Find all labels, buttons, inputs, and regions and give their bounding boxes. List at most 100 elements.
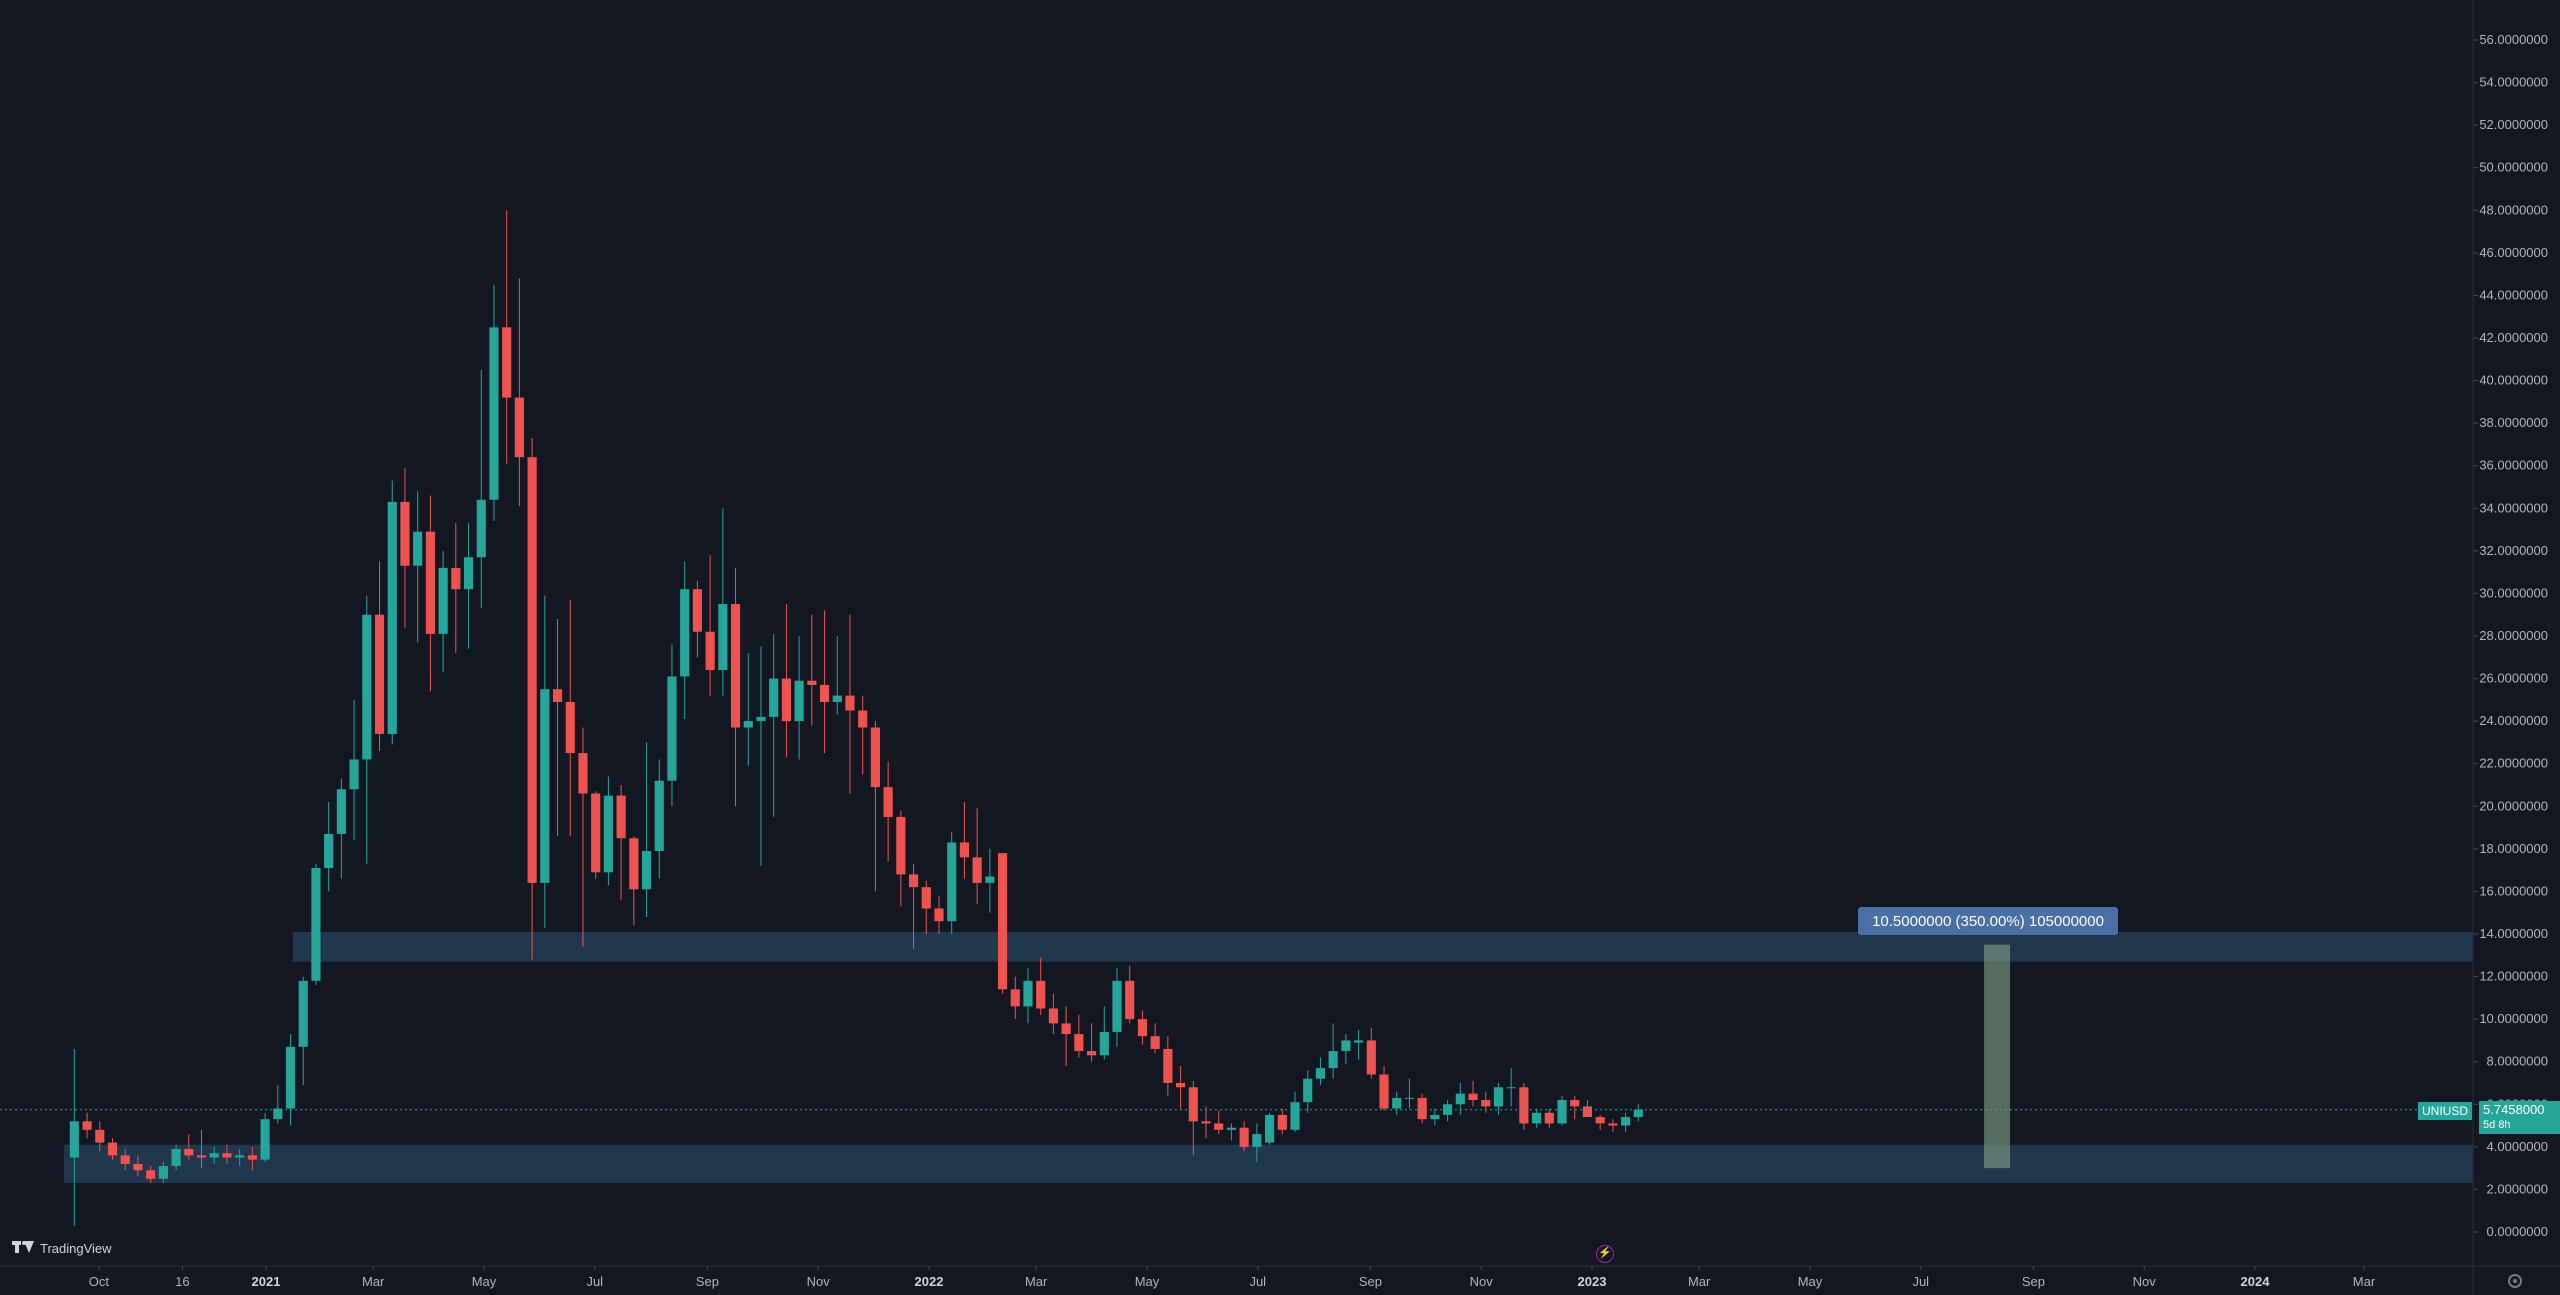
candles-layer [69,210,1643,1226]
x-tick-label: Nov [1470,1274,1494,1289]
candle-body [1239,1127,1249,1147]
candle-body [463,557,474,590]
candle-body [362,614,372,760]
candle-body [171,1148,181,1167]
candle-body [781,678,791,722]
candle-body [387,501,397,734]
candle-body [222,1153,232,1158]
candle-body [883,787,893,817]
y-tick-label: 14.0000000 [2479,926,2548,941]
candle-body [349,759,359,790]
candle-body [514,397,524,458]
candle-body [1150,1036,1160,1049]
y-tick-label: 20.0000000 [2479,798,2548,813]
candle-body [997,853,1008,990]
candle-body [1481,1100,1491,1107]
candle-body [196,1155,207,1158]
candle-body [616,795,626,839]
candle-body [1099,1031,1109,1056]
candle-body [1608,1123,1618,1126]
lightning-icon[interactable]: ⚡ [1596,1245,1614,1263]
candle-body [629,838,639,890]
symbol-label: UNIUSD [2418,1102,2473,1120]
candle-body [1303,1078,1313,1103]
candle-body [756,716,766,722]
x-tick-label: Jul [1249,1274,1266,1289]
y-axis-ticks[interactable]: 0.00000002.00000004.00000006.00000008.00… [2473,32,2548,1239]
candle-body [133,1163,143,1171]
x-tick-label: Mar [1688,1274,1711,1289]
candle-body [1277,1114,1287,1130]
x-tick-label: Jul [1912,1274,1929,1289]
measure-label: 10.5000000 (350.00%) 105000000 [1858,907,2118,935]
candle-body [1404,1097,1415,1099]
candle-body [858,710,868,728]
y-tick-label: 24.0000000 [2479,713,2548,728]
candle-body [1036,980,1046,1009]
candle-body [95,1129,105,1143]
candle-body [1544,1112,1554,1124]
y-tick-label: 18.0000000 [2479,841,2548,856]
candle-body [324,833,334,869]
candle-body [1392,1097,1402,1109]
candle-body [1417,1097,1427,1120]
y-tick-label: 54.0000000 [2479,75,2548,90]
last-price-value: 5.7458000 5d 8h [2479,1101,2560,1134]
candle-body [260,1119,270,1160]
candle-body [1328,1051,1338,1069]
candle-body [413,531,423,566]
candle-body [82,1121,92,1130]
candle-body [1214,1123,1224,1130]
candle-body [667,676,677,781]
candle-body [425,531,435,634]
x-tick-label: Sep [696,1274,719,1289]
candle-body [540,689,550,883]
candle-body [1315,1068,1326,1079]
candle-body [1137,1019,1148,1037]
x-tick-label: 2021 [252,1274,281,1289]
x-axis-ticks[interactable]: Oct 16 2021 Mar May Jul Sep Nov 2022 Mar May Jul Sep… [89,1266,2376,1289]
last-price-text: 5.7458000 [2483,1102,2545,1117]
candle-body [1455,1093,1465,1105]
candle-body [718,604,728,671]
gear-icon[interactable] [2508,1274,2522,1288]
y-tick-label: 44.0000000 [2479,287,2548,302]
x-tick-label: May [1798,1274,1823,1289]
candle-body [985,876,995,883]
candle-body [1201,1121,1211,1124]
tradingview-logo-text: TradingView [40,1240,112,1256]
candle-body [1595,1117,1605,1124]
candle-body [298,980,308,1047]
candle-body [743,721,753,728]
candle-body [1532,1112,1542,1124]
candle-body [1048,1008,1059,1024]
candle-body [273,1108,283,1120]
support-zone[interactable] [64,1144,2473,1184]
y-tick-label: 56.0000000 [2479,32,2548,47]
candle-body [705,631,715,671]
x-tick-label: Mar [2353,1274,2376,1289]
candle-body [184,1148,194,1156]
x-tick-label: Mar [1025,1274,1048,1289]
y-tick-label: 26.0000000 [2479,671,2548,686]
candle-body [1519,1087,1529,1124]
tradingview-logo-icon [12,1241,34,1255]
y-tick-label: 0.0000000 [2487,1224,2548,1239]
candle-body [311,868,321,981]
x-tick-label: 2023 [1578,1274,1607,1289]
candle-body [1366,1040,1376,1075]
bar-countdown: 5d 8h [2483,1119,2511,1131]
candle-body [819,684,830,702]
price-range-measure[interactable] [1984,944,2011,1169]
candle-body [591,793,601,873]
tradingview-logo[interactable]: TradingView [6,1233,122,1263]
y-tick-label: 42.0000000 [2479,330,2548,345]
resistance-zone[interactable] [292,931,2474,962]
x-tick-label: Nov [2133,1274,2157,1289]
candle-body [832,695,842,702]
candle-body [158,1166,168,1179]
y-tick-label: 46.0000000 [2479,245,2548,260]
x-tick-label: Nov [807,1274,831,1289]
candle-body [654,780,664,851]
